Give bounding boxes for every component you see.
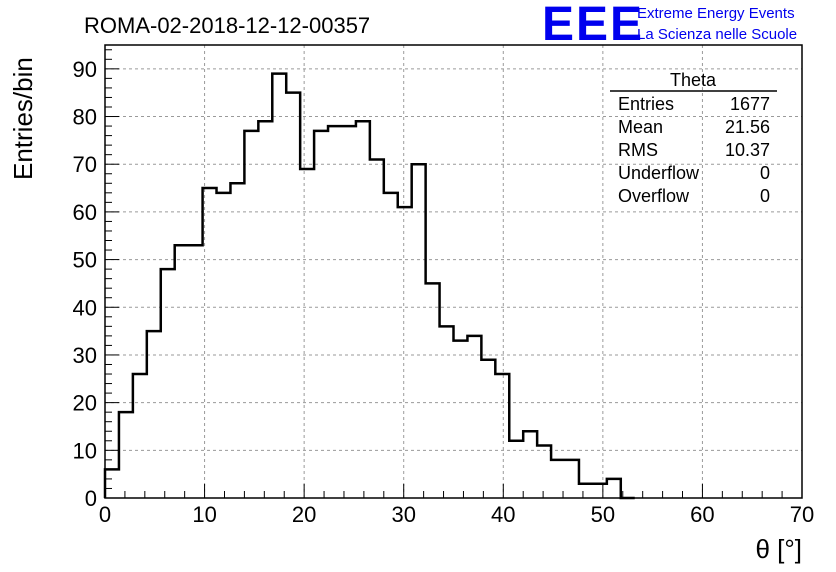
stats-value-overflow: 0: [760, 186, 770, 206]
y-tick-label: 40: [73, 295, 97, 320]
stats-value-rms: 10.37: [725, 140, 770, 160]
stats-label-underflow: Underflow: [618, 163, 700, 183]
grid-lines: [105, 45, 802, 498]
x-tick-label: 20: [292, 502, 316, 527]
x-tick-label: 10: [192, 502, 216, 527]
stats-label-overflow: Overflow: [618, 186, 690, 206]
chart-title: ROMA-02-2018-12-12-00357: [84, 13, 370, 38]
stats-value-mean: 21.56: [725, 117, 770, 137]
x-tick-label: 60: [690, 502, 714, 527]
eee-logo: EEE Extreme Energy Events La Scienza nel…: [542, 0, 797, 51]
plot-frame: [104, 44, 803, 499]
stats-label-mean: Mean: [618, 117, 663, 137]
x-axis-title: θ [°]: [755, 534, 802, 564]
y-tick-label: 70: [73, 152, 97, 177]
histogram-step-line: [103, 72, 635, 500]
y-axis-title: Entries/bin: [8, 57, 38, 180]
eee-logo-mark: EEE: [542, 0, 644, 51]
eee-logo-line1: Extreme Energy Events: [637, 5, 795, 22]
axis-ticks: [104, 49, 803, 499]
x-tick-label: 0: [99, 502, 111, 527]
stats-value-entries: 1677: [730, 94, 770, 114]
x-tick-label: 40: [491, 502, 515, 527]
y-tick-label: 90: [73, 57, 97, 82]
x-tick-labels: 0 10 20 30 40 50 60 70: [99, 502, 814, 527]
y-tick-label: 80: [73, 105, 97, 130]
stats-label-rms: RMS: [618, 140, 658, 160]
y-tick-label: 10: [73, 438, 97, 463]
y-tick-labels: 0 10 20 30 40 50 60 70 80 90: [73, 57, 97, 511]
x-tick-label: 50: [591, 502, 615, 527]
x-tick-label: 30: [391, 502, 415, 527]
stats-value-underflow: 0: [760, 163, 770, 183]
y-tick-label: 20: [73, 391, 97, 416]
y-tick-label: 60: [73, 200, 97, 225]
y-tick-label: 30: [73, 343, 97, 368]
x-tick-label: 70: [790, 502, 814, 527]
y-tick-label: 50: [73, 248, 97, 273]
eee-logo-line2: La Scienza nelle Scuole: [637, 26, 797, 43]
stats-label-entries: Entries: [618, 94, 674, 114]
stats-box: Theta Entries 1677 Mean 21.56 RMS 10.37 …: [610, 70, 777, 206]
y-tick-label: 0: [85, 486, 97, 511]
stats-box-title: Theta: [670, 70, 717, 90]
